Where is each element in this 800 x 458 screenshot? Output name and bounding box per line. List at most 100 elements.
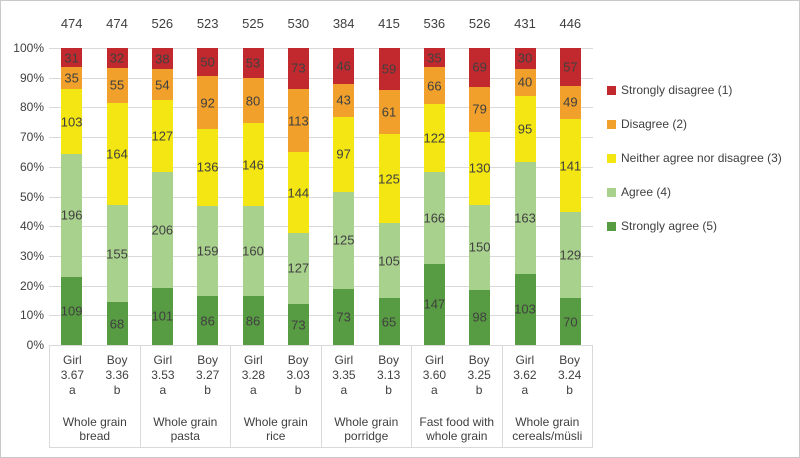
bar: 69 79 130 150 98 (469, 48, 491, 345)
mean-label: 3.28 (241, 368, 266, 382)
category-name: Fast food with whole grain (419, 415, 495, 443)
gender-label: Boy (287, 353, 309, 367)
segment-value-label: 43 (336, 92, 351, 108)
segment-value-label: 54 (155, 77, 170, 93)
y-axis-tick-label: 50% (19, 190, 44, 204)
segment-value-label: 144 (287, 185, 310, 201)
gender-label: Girl (244, 353, 263, 367)
segment-value-label: 46 (336, 58, 351, 74)
bar: 30 40 95 163 103 (514, 48, 536, 345)
bar-segment-disagree: 54 (151, 69, 173, 100)
significance-label: a (69, 383, 76, 397)
bar-total-label: 523 (196, 16, 219, 31)
y-axis-tick-label: 90% (19, 71, 44, 85)
bar-segment-strongly-agree: 86 (242, 296, 264, 345)
bar-segment-neither: 136 (197, 128, 219, 206)
bar-total-label: 384 (332, 16, 355, 31)
bar-segment-strongly-agree: 65 (378, 298, 400, 345)
bar-total-label: 536 (423, 16, 446, 31)
significance-label: b (294, 383, 302, 397)
bar-segment-strongly-disagree: 53 (242, 48, 264, 78)
mean-label: 3.53 (151, 368, 175, 382)
segment-value-label: 57 (563, 59, 578, 75)
mean-label: 3.62 (513, 368, 537, 382)
segment-value-label: 127 (287, 260, 310, 276)
mean-label: 3.36 (105, 368, 129, 382)
segment-value-label: 122 (423, 130, 446, 146)
bar-segment-agree: 166 (423, 171, 446, 264)
bar-total-label: 415 (378, 16, 400, 31)
legend-label: Disagree (2) (621, 117, 688, 131)
segment-value-label: 113 (287, 113, 309, 129)
gender-label: Boy (197, 353, 218, 367)
gender-label: Boy (106, 353, 128, 367)
bar-segment-agree: 125 (332, 191, 355, 289)
bar-segment-strongly-agree: 103 (514, 274, 536, 345)
plot-area: 31 35 103 196 109 32 55 164 155 68 38 54 127 206 101 50… (49, 48, 593, 346)
gridline (49, 256, 593, 257)
segment-value-label: 129 (559, 247, 582, 263)
bar-segment-neither: 95 (514, 96, 536, 162)
gender-column: Boy 3.03 b (276, 353, 321, 398)
category-group-box: Girl 3.35 a Boy 3.13 b Whole grain porridge (322, 346, 412, 447)
bar-segment-strongly-disagree: 30 (514, 48, 536, 69)
bar-segment-neither: 103 (60, 89, 83, 154)
significance-label: b (566, 383, 573, 397)
gender-columns: Girl 3.62 a Boy 3.24 b (503, 353, 593, 398)
bar: 35 66 122 166 147 (423, 48, 446, 345)
segment-value-label: 35 (64, 70, 79, 86)
bar-segment-neither: 125 (378, 133, 400, 224)
bar-segment-strongly-agree: 73 (333, 288, 355, 345)
gender-label: Girl (425, 353, 444, 367)
gridline (49, 78, 593, 79)
bar: 73 113 144 127 73 (287, 48, 310, 345)
category-group-box: Girl 3.28 a Boy 3.03 b Whole grain rice (231, 346, 322, 447)
gender-columns: Girl 3.67 a Boy 3.36 b (50, 353, 140, 398)
segment-value-label: 125 (332, 232, 355, 248)
gridline (49, 137, 593, 138)
y-axis-tick-label: 0% (26, 338, 44, 352)
mean-label: 3.25 (467, 368, 491, 382)
segment-value-label: 86 (200, 313, 215, 329)
legend-swatch-icon (607, 188, 616, 197)
mean-label: 3.60 (422, 368, 447, 382)
y-axis-tick-label: 70% (19, 130, 44, 144)
gender-column: Boy 3.36 b (95, 353, 140, 398)
bar-segment-disagree: 92 (197, 76, 219, 129)
segment-value-label: 69 (472, 59, 487, 75)
legend-label: Neither agree nor disagree (3) (621, 151, 782, 165)
totals-row: 474 474 526 523 525 530 384 415 536 526 431 446 (49, 1, 593, 48)
gender-label: Girl (515, 353, 535, 367)
bar: 57 49 141 129 70 (559, 48, 582, 345)
segment-value-label: 38 (155, 51, 170, 67)
bar-total-label: 446 (559, 16, 582, 31)
bar-total-label: 526 (468, 16, 491, 31)
bar-total-label: 526 (151, 16, 174, 31)
segment-value-label: 155 (106, 246, 128, 262)
segment-value-label: 166 (423, 210, 446, 226)
mean-label: 3.67 (60, 368, 85, 382)
bar-segment-agree: 127 (287, 232, 310, 305)
bar-segment-neither: 130 (469, 131, 491, 205)
bar-segment-neither: 122 (423, 103, 446, 172)
segment-value-label: 55 (109, 77, 125, 93)
legend-swatch-icon (607, 120, 616, 129)
segment-value-label: 103 (60, 114, 83, 130)
bar-segment-strongly-disagree: 35 (423, 48, 445, 68)
bar-segment-agree: 155 (106, 205, 128, 303)
category-name: Whole grain cereals/müsli (512, 415, 583, 443)
segment-value-label: 164 (106, 146, 128, 162)
gridline (49, 48, 593, 49)
category-name: Whole grain bread (62, 415, 127, 443)
segment-value-label: 105 (378, 253, 400, 269)
bar-segment-strongly-agree: 86 (197, 296, 219, 345)
gridline (49, 167, 593, 168)
legend-swatch-icon (607, 86, 616, 95)
segment-value-label: 79 (472, 101, 487, 117)
significance-label: b (385, 383, 392, 397)
gender-label: Girl (63, 353, 82, 367)
segment-value-label: 125 (378, 171, 400, 187)
gender-column: Boy 3.13 b (366, 353, 411, 398)
y-axis-tick-label: 30% (19, 249, 44, 263)
